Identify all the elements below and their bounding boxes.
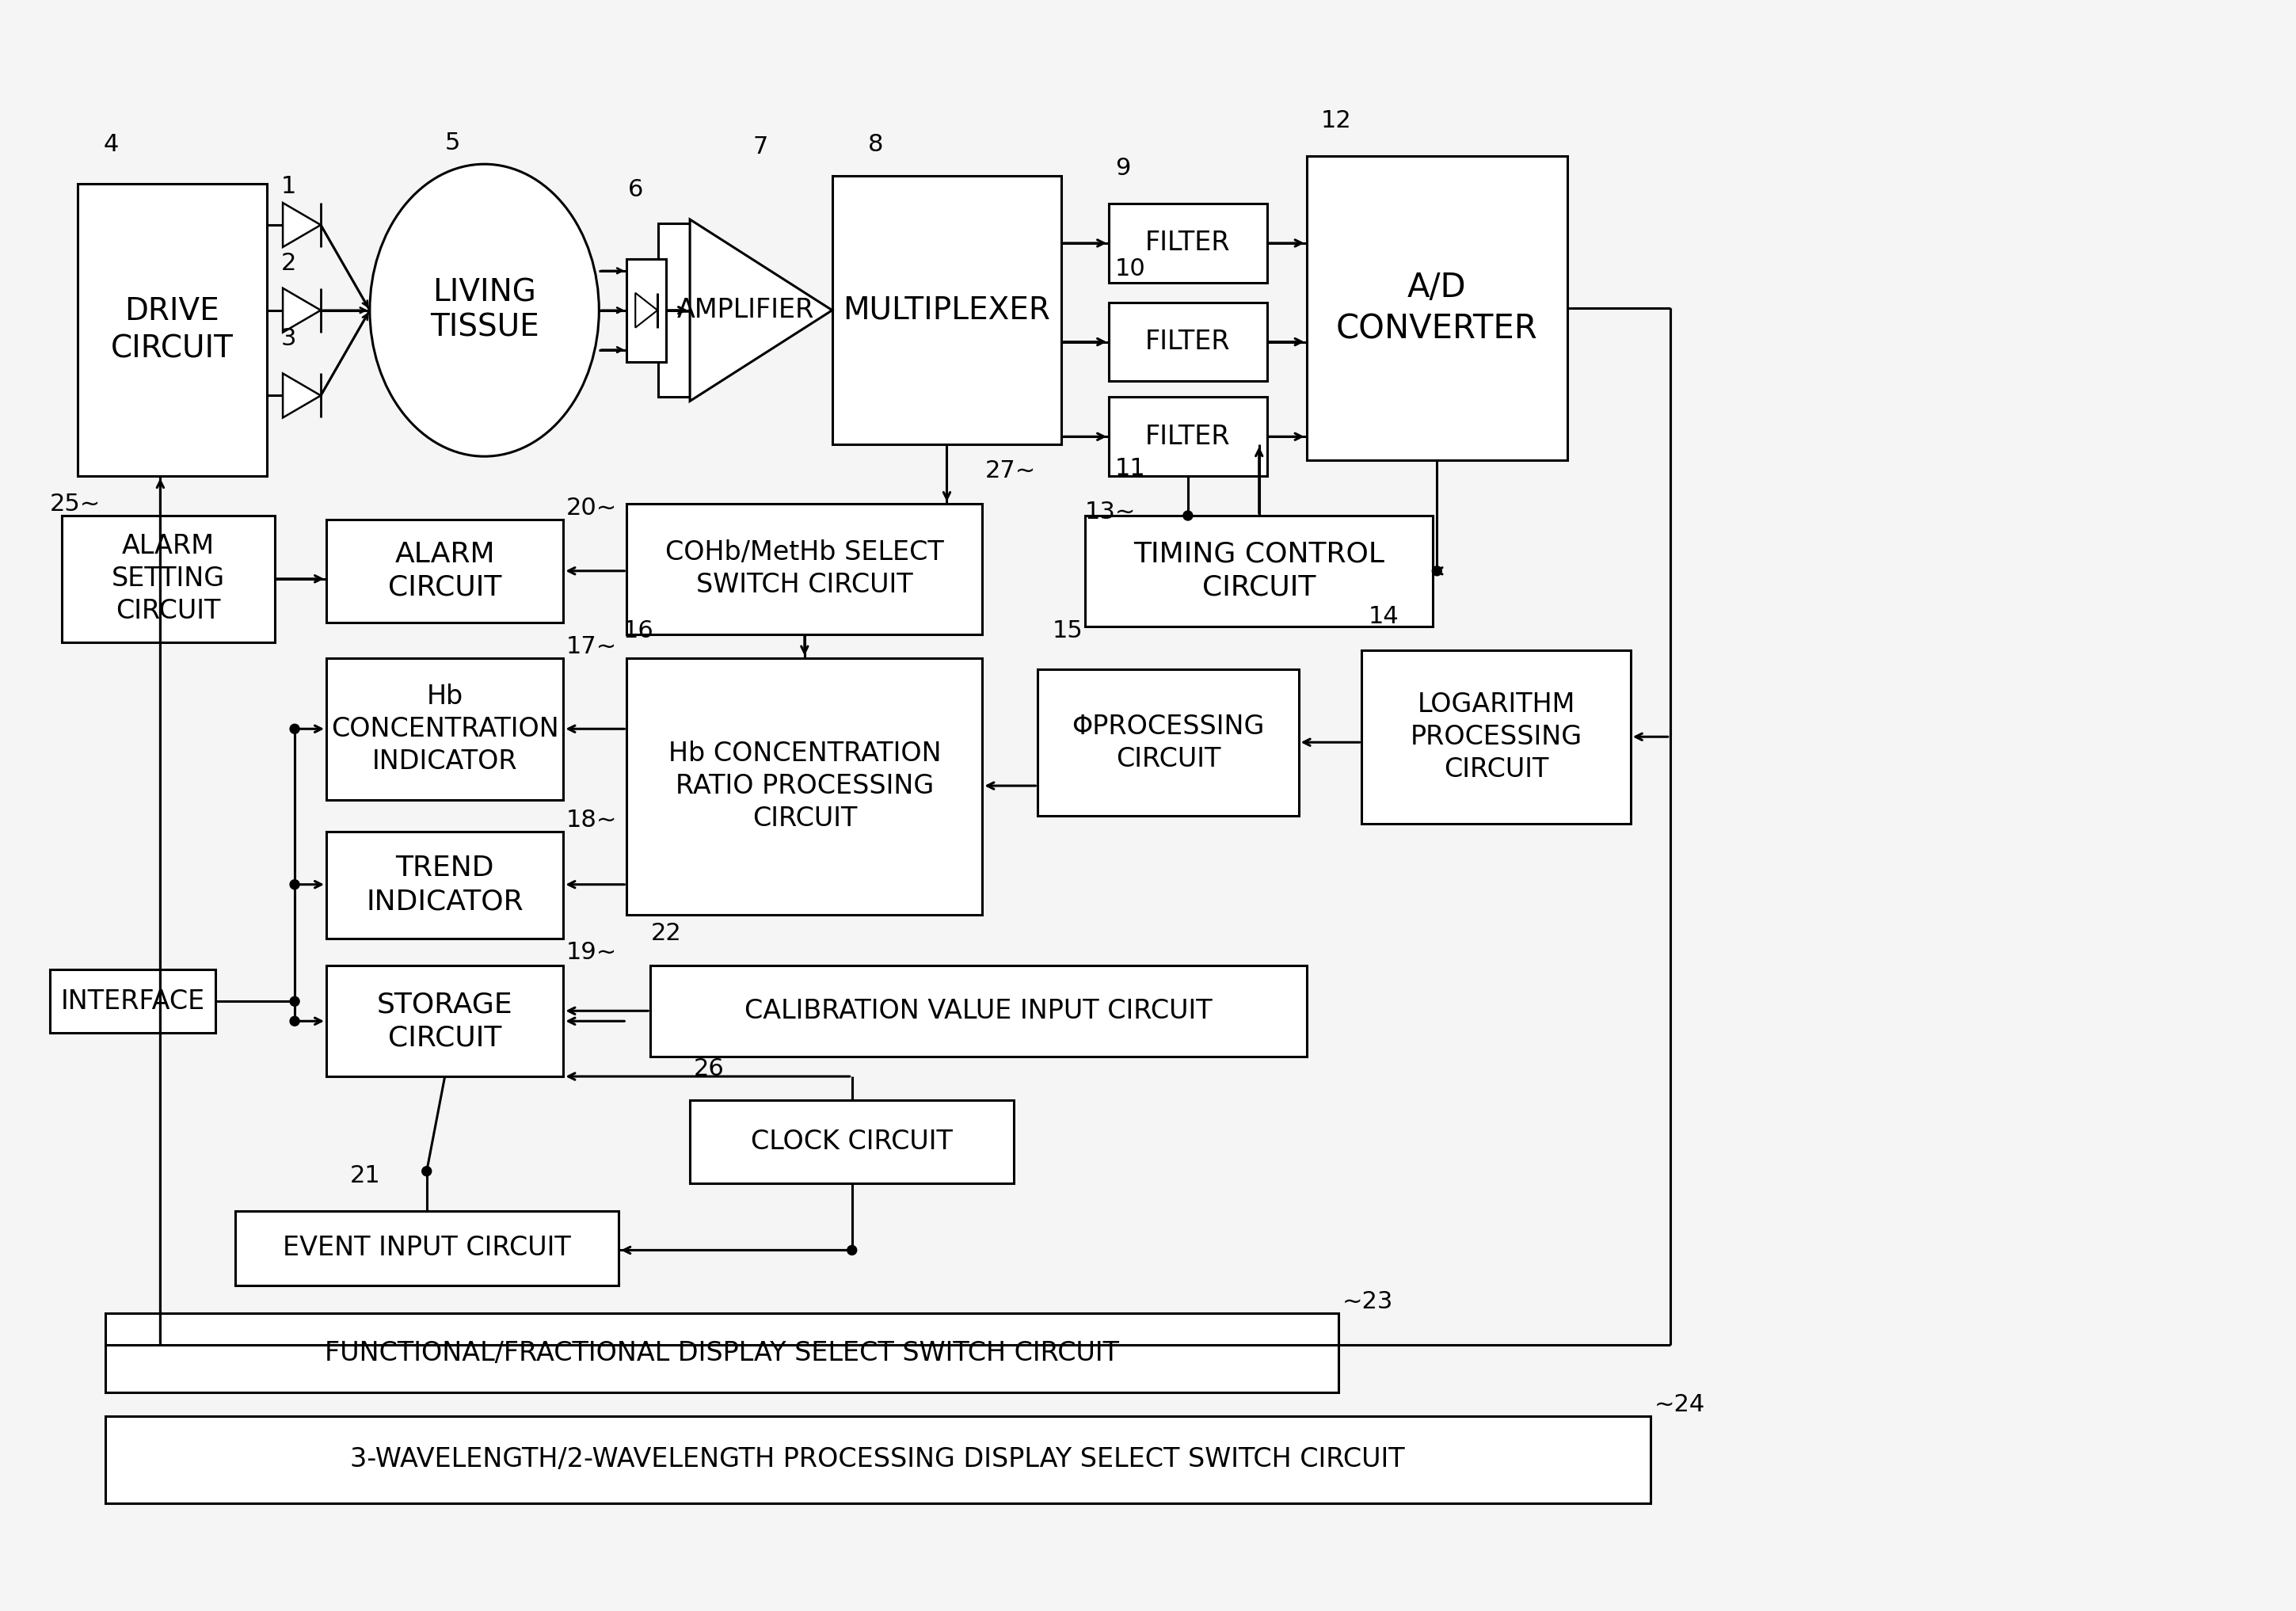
- Bar: [1306, 156, 1568, 461]
- Text: 14: 14: [1368, 604, 1398, 628]
- Text: 12: 12: [1320, 110, 1352, 132]
- Text: 11: 11: [1116, 458, 1146, 480]
- Text: 15: 15: [1052, 619, 1084, 643]
- Text: EVENT INPUT CIRCUIT: EVENT INPUT CIRCUIT: [282, 1236, 572, 1261]
- Text: LIVING
TISSUE: LIVING TISSUE: [429, 277, 540, 343]
- Text: CALIBRATION VALUE INPUT CIRCUIT: CALIBRATION VALUE INPUT CIRCUIT: [744, 999, 1212, 1025]
- Text: 7: 7: [753, 135, 769, 158]
- Text: ALARM
SETTING
CIRCUIT: ALARM SETTING CIRCUIT: [113, 533, 225, 623]
- Text: TIMING CONTROL
CIRCUIT: TIMING CONTROL CIRCUIT: [1134, 541, 1384, 601]
- Text: CLOCK CIRCUIT: CLOCK CIRCUIT: [751, 1129, 953, 1155]
- Bar: [326, 657, 563, 801]
- Text: 17~: 17~: [565, 635, 618, 657]
- Bar: [1109, 398, 1267, 477]
- Text: 19~: 19~: [565, 941, 618, 965]
- Bar: [106, 1416, 1651, 1503]
- Text: FILTER: FILTER: [1146, 230, 1231, 256]
- Text: 3-WAVELENGTH/2-WAVELENGTH PROCESSING DISPLAY SELECT SWITCH CIRCUIT: 3-WAVELENGTH/2-WAVELENGTH PROCESSING DIS…: [351, 1447, 1405, 1472]
- Text: DRIVE
CIRCUIT: DRIVE CIRCUIT: [110, 296, 234, 364]
- Text: 26: 26: [693, 1057, 726, 1081]
- Bar: [1109, 303, 1267, 382]
- Text: INTERFACE: INTERFACE: [60, 988, 204, 1015]
- Text: 22: 22: [652, 921, 682, 944]
- Bar: [831, 176, 1061, 445]
- Text: MULTIPLEXER: MULTIPLEXER: [843, 295, 1052, 325]
- Bar: [78, 184, 266, 477]
- Text: 25~: 25~: [51, 493, 101, 516]
- Bar: [326, 520, 563, 622]
- Text: 27~: 27~: [985, 459, 1035, 482]
- Text: Hb
CONCENTRATION
INDICATOR: Hb CONCENTRATION INDICATOR: [331, 683, 558, 775]
- Circle shape: [1433, 565, 1442, 575]
- Text: TREND
INDICATOR: TREND INDICATOR: [367, 855, 523, 915]
- Text: 5: 5: [445, 132, 459, 155]
- Text: 6: 6: [629, 179, 643, 201]
- Circle shape: [847, 1245, 856, 1255]
- Circle shape: [289, 997, 298, 1007]
- Text: FUNCTIONAL/FRACTIONAL DISPLAY SELECT SWITCH CIRCUIT: FUNCTIONAL/FRACTIONAL DISPLAY SELECT SWI…: [324, 1340, 1118, 1366]
- Text: FILTER: FILTER: [1146, 424, 1231, 449]
- Bar: [236, 1211, 620, 1286]
- Bar: [106, 1313, 1339, 1392]
- Circle shape: [289, 1017, 298, 1026]
- Polygon shape: [636, 293, 657, 327]
- Text: FILTER: FILTER: [1146, 329, 1231, 354]
- Text: 20~: 20~: [565, 496, 618, 520]
- Text: AMPLIFIER: AMPLIFIER: [677, 296, 813, 324]
- Ellipse shape: [370, 164, 599, 456]
- Bar: [62, 516, 276, 643]
- Text: 10: 10: [1116, 258, 1146, 280]
- Polygon shape: [282, 203, 321, 246]
- Bar: [659, 224, 689, 398]
- Circle shape: [289, 880, 298, 889]
- Text: A/D
CONVERTER: A/D CONVERTER: [1336, 271, 1538, 345]
- Bar: [689, 1100, 1015, 1182]
- Text: ΦPROCESSING
CIRCUIT: ΦPROCESSING CIRCUIT: [1072, 714, 1265, 772]
- Text: 21: 21: [349, 1165, 381, 1187]
- Polygon shape: [689, 219, 831, 401]
- Text: 13~: 13~: [1086, 501, 1137, 524]
- Bar: [326, 967, 563, 1076]
- Bar: [1086, 516, 1433, 627]
- Text: LOGARITHM
PROCESSING
CIRCUIT: LOGARITHM PROCESSING CIRCUIT: [1410, 691, 1582, 783]
- Text: 1: 1: [280, 176, 296, 198]
- Bar: [1109, 203, 1267, 282]
- Text: ~24: ~24: [1655, 1394, 1706, 1416]
- Text: COHb/MetHb SELECT
SWITCH CIRCUIT: COHb/MetHb SELECT SWITCH CIRCUIT: [666, 540, 944, 598]
- Text: 18~: 18~: [565, 809, 618, 831]
- Polygon shape: [282, 288, 321, 332]
- Text: 16: 16: [622, 619, 654, 643]
- Text: 8: 8: [868, 134, 884, 156]
- Text: STORAGE
CIRCUIT: STORAGE CIRCUIT: [377, 991, 512, 1052]
- Text: ALARM
CIRCUIT: ALARM CIRCUIT: [388, 541, 501, 601]
- Bar: [51, 970, 216, 1033]
- Bar: [1362, 649, 1630, 823]
- Bar: [627, 504, 983, 635]
- Circle shape: [1182, 511, 1192, 520]
- Text: 2: 2: [280, 251, 296, 275]
- Text: 3: 3: [280, 327, 296, 350]
- Text: Hb CONCENTRATION
RATIO PROCESSING
CIRCUIT: Hb CONCENTRATION RATIO PROCESSING CIRCUI…: [668, 741, 941, 831]
- Bar: [326, 831, 563, 938]
- Text: 9: 9: [1116, 156, 1130, 180]
- Text: ~23: ~23: [1343, 1290, 1394, 1313]
- Polygon shape: [282, 374, 321, 417]
- Circle shape: [289, 723, 298, 733]
- Bar: [650, 967, 1306, 1057]
- Circle shape: [422, 1166, 432, 1176]
- Bar: [627, 657, 983, 915]
- Bar: [1038, 670, 1300, 815]
- Bar: [627, 259, 666, 361]
- Text: 4: 4: [103, 134, 119, 156]
